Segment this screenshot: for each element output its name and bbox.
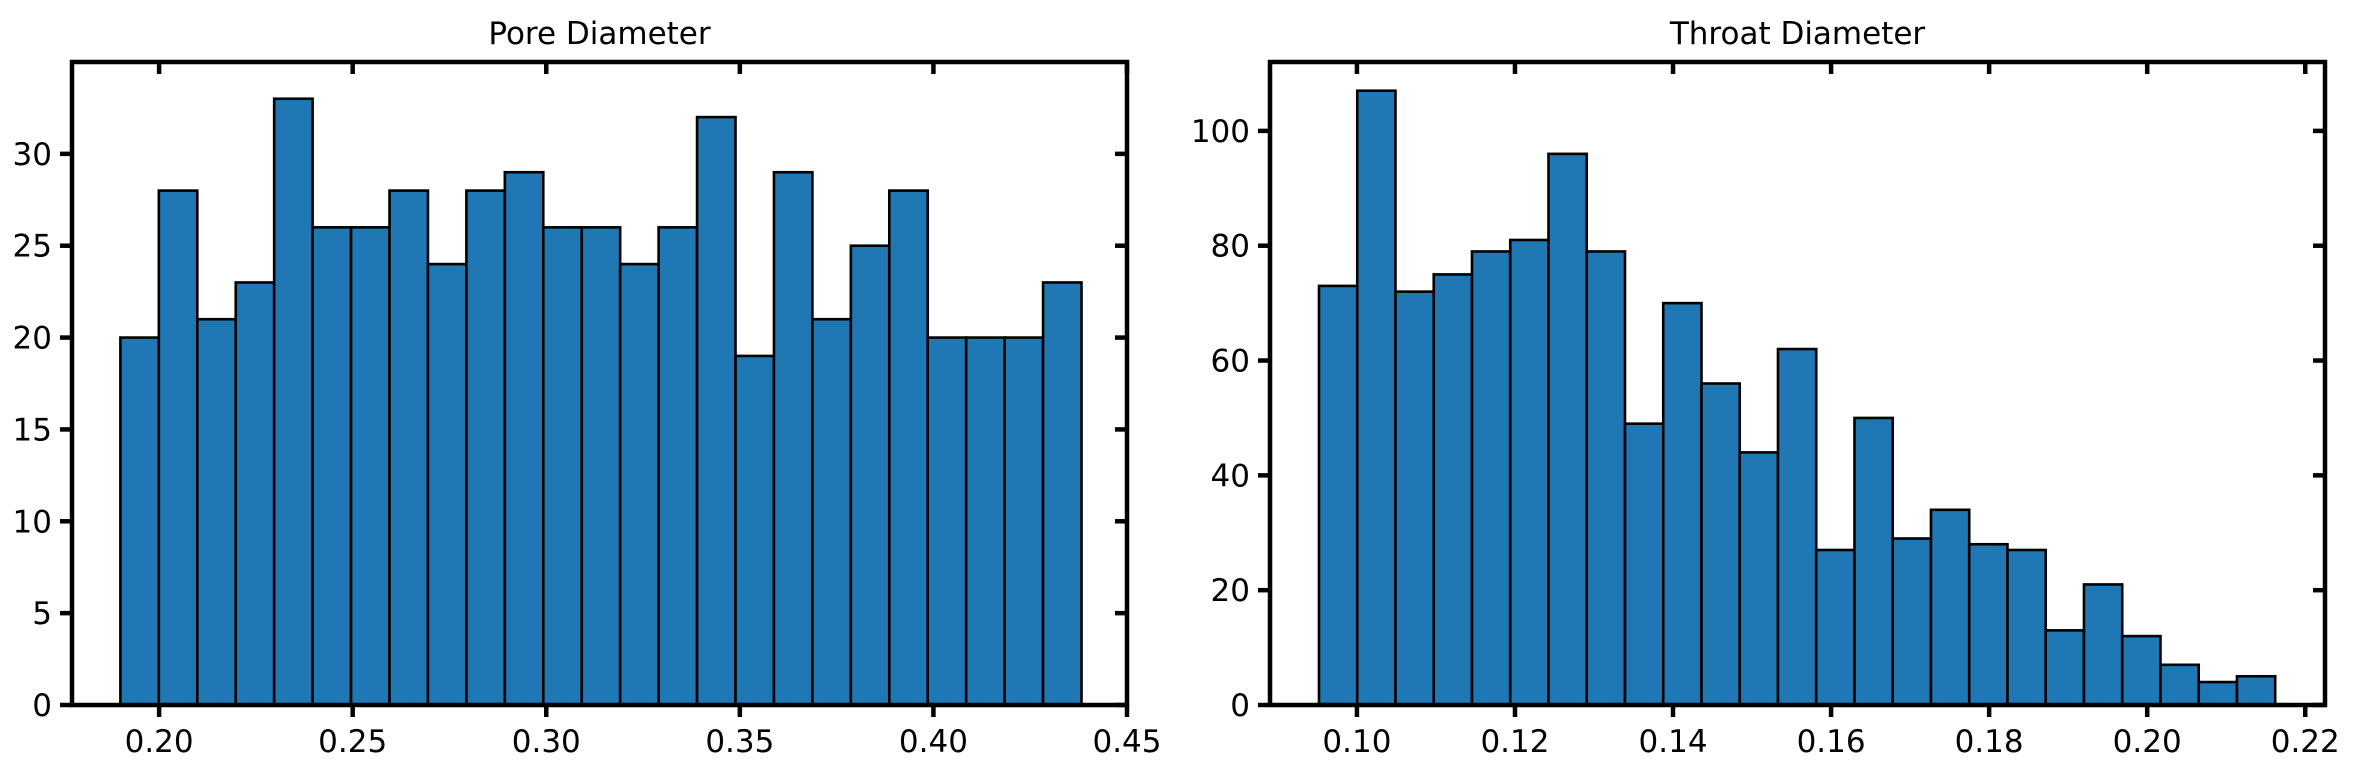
histogram-bar [2159, 663, 2201, 707]
histogram-bar [2197, 680, 2239, 707]
histogram-bar [1041, 281, 1083, 707]
histogram-bar [811, 317, 853, 707]
x-tick-label: 0.16 [1797, 724, 1866, 760]
x-tick-label: 0.20 [125, 724, 194, 760]
histogram-bar [1470, 250, 1512, 707]
y-tick-label: 20 [13, 321, 52, 357]
histogram-bar [388, 189, 430, 707]
histogram-bar [541, 226, 584, 707]
histogram-bar [1623, 422, 1665, 707]
histogram-bar [503, 170, 545, 707]
histogram-bar [618, 262, 660, 707]
y-tick-label: 10 [13, 504, 52, 540]
histogram-bar [272, 97, 314, 707]
histogram-bar [1967, 542, 2009, 707]
x-tick-label: 0.18 [1955, 724, 2024, 760]
y-tick-label: 15 [13, 412, 52, 448]
y-tick-label: 100 [1191, 114, 1250, 150]
x-tick-label: 0.12 [1480, 724, 1549, 760]
histogram-bar [1891, 537, 1933, 707]
chart-title: Throat Diameter [1669, 16, 1926, 52]
histogram-bar [1853, 416, 1895, 707]
histogram-bar [849, 244, 891, 707]
histogram-bar [695, 115, 737, 707]
y-tick-label: 60 [1211, 344, 1250, 380]
x-tick-label: 0.14 [1639, 724, 1708, 760]
x-tick-label: 0.30 [512, 724, 581, 760]
histogram-bar [2044, 629, 2086, 707]
x-tick-label: 0.45 [1092, 724, 1161, 760]
axes-frame [1267, 59, 2328, 708]
histogram-bar [1508, 238, 1550, 707]
x-tick-label: 0.35 [705, 724, 774, 760]
x-tick-label: 0.10 [1322, 724, 1391, 760]
y-tick-label: 5 [32, 596, 52, 632]
histogram-bar [772, 170, 814, 707]
y-tick-label: 30 [13, 137, 52, 173]
histogram-bar [1547, 152, 1589, 707]
x-tick-label: 0.40 [899, 724, 968, 760]
y-tick-label: 0 [32, 688, 52, 724]
x-tick-label: 0.25 [318, 724, 387, 760]
histogram-bar [1929, 508, 1971, 707]
histogram-bar [157, 189, 199, 707]
histogram-bar [2006, 548, 2048, 707]
pore-diameter-histogram: 0.20 0.25 0.30 0.35 0.40 0.45 0 5 10 15 20 25 30 Pore… [13, 16, 1162, 760]
histogram-bar [234, 281, 276, 707]
histogram-bar [734, 354, 776, 707]
x-tick-label: 0.20 [2113, 724, 2182, 760]
histogram-bar [465, 189, 507, 707]
y-tick-label: 0 [1230, 688, 1250, 724]
histogram-bar [1394, 290, 1436, 707]
histogram-bar [657, 226, 699, 707]
histogram-bar [119, 336, 161, 707]
y-tick-label: 40 [1211, 458, 1250, 494]
histogram-bar [1355, 89, 1397, 707]
histogram-bar [1700, 382, 1742, 707]
x-tick-label: 0.22 [2271, 724, 2340, 760]
histogram-bar [2120, 634, 2162, 707]
histogram-bar [311, 226, 353, 707]
histogram-bar [2235, 674, 2277, 707]
histogram-bar [926, 336, 968, 707]
histogram-bar [2082, 583, 2124, 707]
histogram-bar [1003, 336, 1045, 707]
histogram-bar [1738, 451, 1780, 707]
histogram-bar [1585, 250, 1627, 707]
histogram-bar [426, 262, 468, 707]
y-tick-label: 20 [1211, 573, 1250, 609]
histogram-bar [580, 226, 622, 707]
chart-title: Pore Diameter [488, 16, 711, 52]
histogram-bar [1432, 273, 1474, 707]
histogram-bar [1661, 301, 1703, 707]
histogram-bar [349, 226, 391, 707]
histogram-bar [1776, 347, 1818, 707]
y-tick-label: 80 [1211, 229, 1250, 265]
throat-diameter-histogram: 0.10 0.12 0.14 0.16 0.18 0.20 0.22 0 20 40 60 80 100… [1191, 16, 2340, 760]
axes-frame [69, 59, 1130, 708]
histogram-bar [964, 336, 1006, 707]
histogram-bar [887, 189, 930, 707]
y-tick-label: 25 [13, 229, 52, 265]
histogram-bar [1814, 548, 1856, 707]
histogram-bar [1317, 284, 1359, 707]
histogram-bar [195, 317, 238, 707]
